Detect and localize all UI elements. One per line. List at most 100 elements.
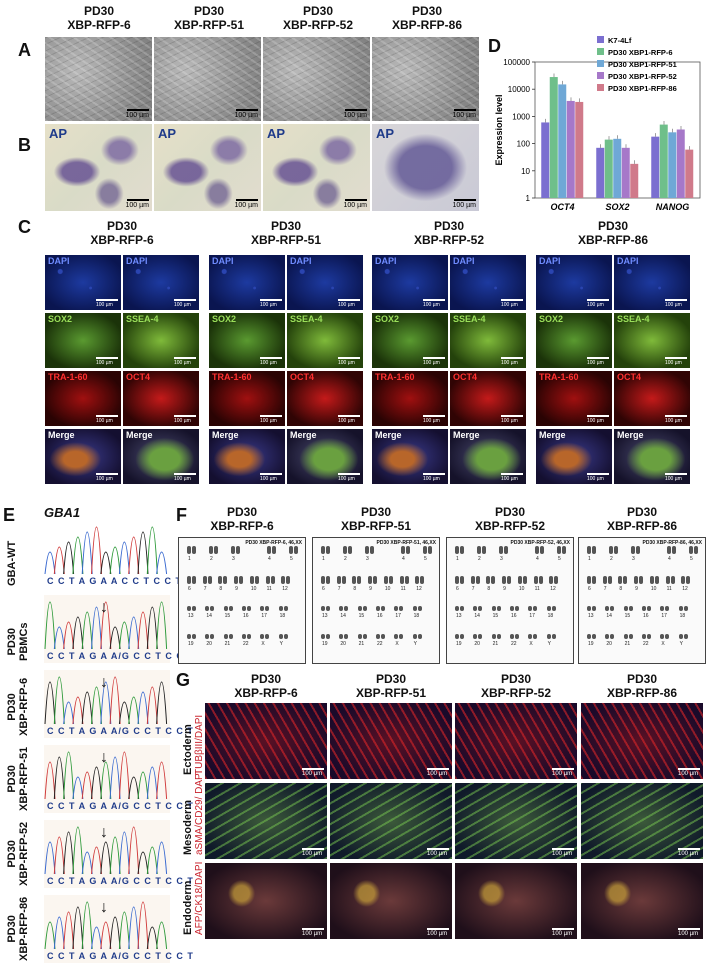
trace-peak <box>146 606 158 650</box>
chromosome <box>192 634 196 639</box>
trace-peak <box>137 851 149 875</box>
chromosome-number: 11 <box>534 586 540 592</box>
scale-bar: 100 µm <box>235 199 259 209</box>
panel-c-header: PD30 XBP-RFP-86 <box>536 219 690 247</box>
trace-peak <box>128 616 140 650</box>
legend-swatch <box>597 72 604 79</box>
scale-bar: 100 µm <box>501 415 523 424</box>
differentiation-image-ecto: 100 µm <box>205 703 327 779</box>
trace-label-line2: XBP-RFP-86 <box>18 896 30 961</box>
chromosome <box>239 576 244 584</box>
chromosome-number: 18 <box>679 613 686 619</box>
if-image-ssea4: SSEA-4 100 µm <box>123 313 199 368</box>
stain-label: Merge <box>539 430 566 440</box>
stain-label: TRA-1-60 <box>375 372 415 382</box>
legend-label: PD30 XBP1-RFP-6 <box>608 48 673 57</box>
differentiation-image-endo: 100 µm <box>455 863 577 939</box>
chromosome <box>623 576 628 584</box>
trace-peak <box>146 526 158 575</box>
scale-bar: 100 µm <box>587 299 609 308</box>
chromosome <box>610 634 615 639</box>
chromosome <box>254 576 259 584</box>
chromosome-number: 8 <box>353 586 357 592</box>
chromosome-number: 9 <box>503 586 506 592</box>
stain-label: OCT4 <box>453 372 478 382</box>
trace-peak <box>91 766 102 800</box>
trace-peak <box>146 686 158 725</box>
chromosome <box>455 546 459 554</box>
trace-peak <box>81 851 93 875</box>
gene-title: GBA1 <box>44 505 81 520</box>
chromosome <box>639 576 644 584</box>
chromosome <box>592 576 596 584</box>
phase-image-clone-86: 100 µm <box>372 37 479 121</box>
chromosome <box>455 634 459 639</box>
chromosome-number: 3 <box>632 556 635 562</box>
chromosome <box>260 634 265 639</box>
chromosome-number: 14 <box>474 613 480 619</box>
chromosome-number: 3 <box>232 556 235 562</box>
stain-label: SSEA-4 <box>453 314 486 324</box>
chromosome-number: 17 <box>261 613 267 619</box>
chromosome <box>278 634 283 639</box>
trace-label-line1: PD30 <box>6 915 18 943</box>
trace-peaks <box>44 676 168 725</box>
stain-label: SSEA-4 <box>617 314 650 324</box>
chromosome <box>587 576 591 584</box>
chromosome <box>231 546 235 554</box>
chromosome-number: 18 <box>279 613 286 619</box>
chromosome-number: 11 <box>400 586 406 592</box>
scale-bar: 100 µm <box>338 415 360 424</box>
chromosome <box>267 546 271 554</box>
chromosome <box>286 576 291 584</box>
legend-swatch <box>597 60 604 67</box>
trace-peak <box>146 926 158 950</box>
panel-f-header: PD30 XBP-RFP-51 <box>312 505 440 533</box>
bar-nanog-4 <box>685 149 694 198</box>
chromosome <box>623 634 628 639</box>
chromosome-number: 17 <box>395 613 401 619</box>
chromosome <box>321 546 325 554</box>
chromosome <box>289 546 293 554</box>
scale-bar: 100 µm <box>665 299 687 308</box>
arrow-down-icon: ↓ <box>100 599 108 616</box>
header-line2: XBP-RFP-86 <box>577 233 648 247</box>
if-image-dapi: DAPI 100 µm <box>450 255 526 310</box>
trace-peak <box>137 531 149 575</box>
chromosome <box>681 576 686 584</box>
trace-peak <box>156 601 168 650</box>
chromosome <box>265 576 270 584</box>
germ-layer-label: Ectoderm TUBβIII/DAPI <box>182 715 206 775</box>
chromosome <box>587 606 591 611</box>
chromosome <box>423 546 427 554</box>
base-sequence: C C T A G A A/G C C T C C T <box>47 726 194 736</box>
scale-bar: 100 µm <box>501 357 523 366</box>
chromosome <box>381 634 385 639</box>
panel-letter-a: A <box>18 40 31 60</box>
scale-bar: 100 µm <box>96 473 118 482</box>
if-image-merge: Merge 100 µm <box>45 429 121 484</box>
trace-peak <box>44 681 56 725</box>
chromosome <box>455 606 459 611</box>
chromosome <box>504 546 508 554</box>
trace-peak <box>44 761 56 800</box>
trace-row-label: PD30 PBMCs <box>6 622 30 661</box>
germ-layer-name: Mesoderm <box>182 799 194 855</box>
stain-label: Merge <box>453 430 480 440</box>
phase-image-clone-51: 100 µm <box>154 37 261 121</box>
panel-letter-d: D <box>488 36 501 56</box>
chromosome <box>522 576 527 584</box>
chromosome <box>554 576 559 584</box>
chromosome <box>294 546 298 554</box>
chromosome <box>381 606 385 611</box>
chromosome <box>538 576 543 584</box>
chromosome <box>528 606 533 611</box>
arrow-down-icon: ↓ <box>100 824 108 841</box>
differentiation-image-endo: 100 µm <box>205 863 327 939</box>
chromosome-number: 14 <box>606 613 612 619</box>
chromosome <box>562 546 566 554</box>
header-line1: PD30 <box>360 505 392 519</box>
panel-g-header: PD30 XBP-RFP-6 <box>205 672 327 700</box>
differentiation-image-ecto: 100 µm <box>581 703 703 779</box>
chromosome <box>321 634 325 639</box>
